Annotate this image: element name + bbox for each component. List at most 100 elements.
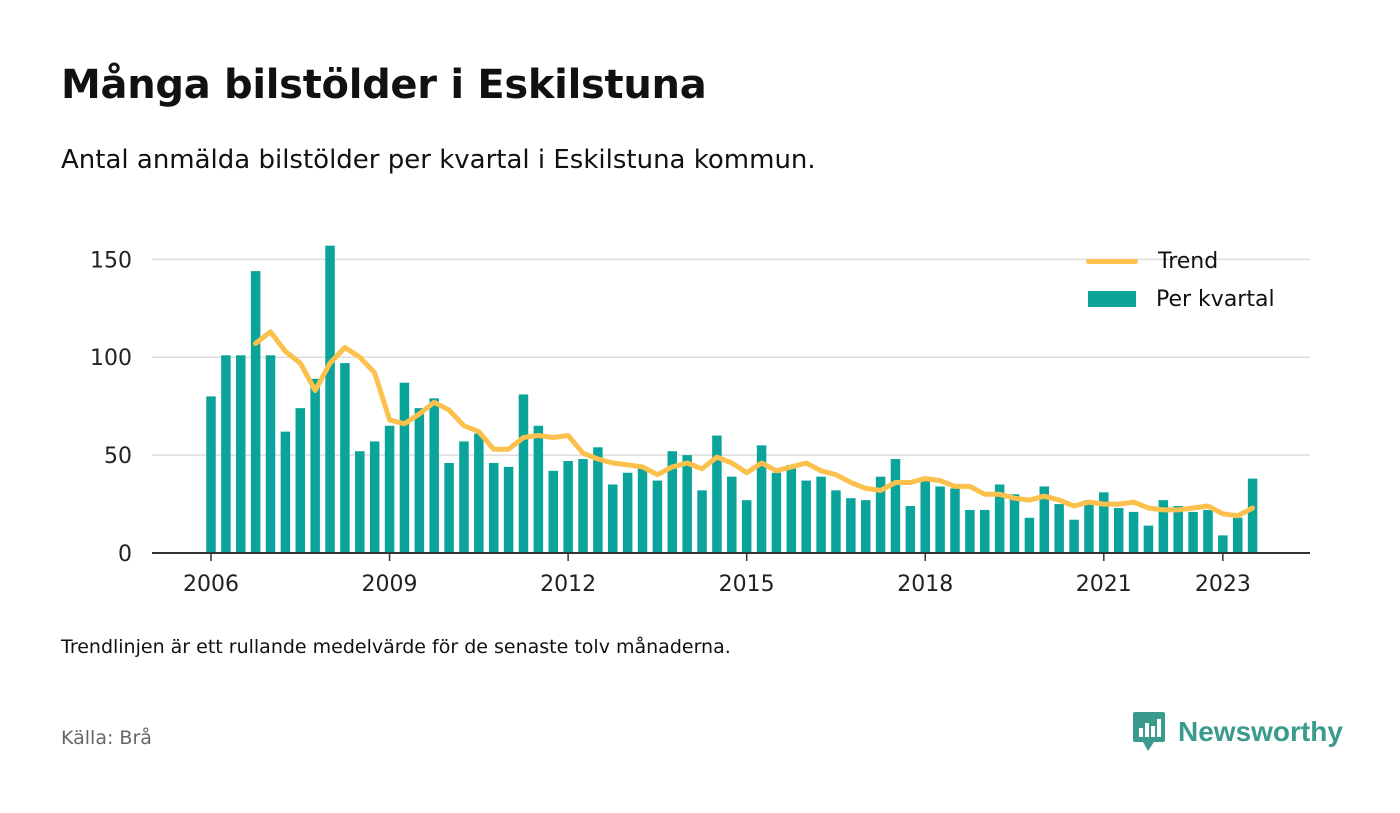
bar (920, 480, 930, 553)
bar (950, 488, 960, 553)
bar (1218, 535, 1228, 553)
x-tick-label: 2021 (1076, 572, 1132, 597)
bar (563, 460, 573, 553)
bar (206, 396, 216, 553)
bar (429, 398, 439, 553)
bar (1039, 486, 1050, 553)
bar (1188, 511, 1198, 553)
legend-bar-label: Per kvartal (1156, 286, 1275, 312)
bar (444, 462, 454, 553)
legend-trend-label: Trend (1158, 248, 1219, 274)
bar (414, 408, 425, 553)
bar (295, 408, 306, 553)
bar (221, 355, 231, 553)
bar (1247, 478, 1258, 553)
bar (533, 425, 544, 553)
bar (518, 394, 529, 553)
bar (727, 476, 737, 553)
bar (474, 433, 484, 553)
bar (831, 490, 841, 553)
bar (622, 472, 633, 553)
x-tick-label: 2015 (719, 572, 775, 597)
bar (236, 355, 246, 553)
bar (369, 441, 380, 553)
bar (801, 480, 811, 553)
bar (310, 378, 320, 553)
bar (846, 498, 856, 553)
bar (1084, 500, 1094, 553)
legend: Trend Per kvartal (1080, 242, 1298, 318)
legend-item-per-kvartal: Per kvartal (1080, 280, 1298, 318)
x-tick-label: 2012 (540, 572, 596, 597)
bar (860, 500, 871, 553)
bar (280, 431, 291, 553)
bar (1054, 504, 1064, 553)
bar (1113, 507, 1124, 553)
bar (890, 459, 901, 553)
bar (1024, 517, 1035, 553)
bar (712, 435, 722, 553)
source-label: Källa: Brå (61, 727, 152, 749)
bar (1173, 506, 1183, 553)
bar (771, 472, 782, 553)
bar (741, 500, 752, 553)
bar (608, 484, 618, 553)
y-tick-label: 50 (104, 444, 132, 469)
bar (503, 466, 514, 553)
bar (786, 464, 797, 553)
bar (265, 355, 276, 553)
bar (1143, 525, 1154, 553)
x-tick-label: 2006 (183, 572, 239, 597)
bar (355, 451, 365, 553)
bar (697, 490, 707, 553)
bar (1158, 500, 1169, 553)
bar (1009, 494, 1020, 553)
bar (667, 451, 678, 553)
bar (340, 363, 350, 553)
footnote: Trendlinjen är ett rullande medelvärde f… (61, 636, 731, 658)
brand-logo[interactable]: Newsworthy (1132, 710, 1343, 754)
bar (756, 445, 767, 553)
trend-series (253, 329, 1256, 519)
bar (652, 480, 663, 553)
newsworthy-logo-icon (1133, 712, 1165, 751)
bar (578, 459, 588, 553)
bar (399, 382, 410, 553)
bar (1128, 511, 1139, 553)
bar (1069, 519, 1079, 553)
y-tick-label: 100 (90, 346, 132, 371)
bar (384, 425, 395, 553)
bar (980, 509, 990, 553)
axes: 0 50 100 150 2006 2009 2012 2015 2018 2021 2023 (90, 248, 1310, 597)
bar (548, 470, 558, 553)
bar (593, 447, 603, 553)
x-tick-label: 2009 (362, 572, 418, 597)
bar (1232, 517, 1243, 553)
bars-series (206, 245, 1258, 554)
bar (905, 506, 916, 553)
bar (935, 486, 945, 553)
bar (325, 245, 335, 554)
legend-trend-swatch (1086, 258, 1138, 264)
y-tick-label: 0 (118, 542, 132, 567)
trend-line (253, 329, 1256, 519)
bar (816, 476, 826, 553)
x-tick-label: 2023 (1195, 572, 1251, 597)
legend-bar-swatch (1088, 291, 1136, 307)
bar (637, 466, 648, 553)
bar (965, 509, 975, 553)
bar (994, 484, 1005, 553)
chart-title: Många bilstölder i Eskilstuna (61, 62, 707, 108)
bar (459, 441, 469, 553)
brand-name: Newsworthy (1178, 716, 1343, 747)
y-tick-label: 150 (90, 248, 132, 273)
x-tick-label: 2018 (897, 572, 953, 597)
bar (488, 462, 499, 553)
bar (875, 476, 886, 553)
bar (250, 271, 261, 553)
bar (1203, 509, 1213, 553)
legend-item-trend: Trend (1080, 242, 1298, 280)
bar (682, 455, 692, 553)
chart-subtitle: Antal anmälda bilstölder per kvartal i E… (61, 145, 816, 175)
bar (1099, 492, 1109, 553)
